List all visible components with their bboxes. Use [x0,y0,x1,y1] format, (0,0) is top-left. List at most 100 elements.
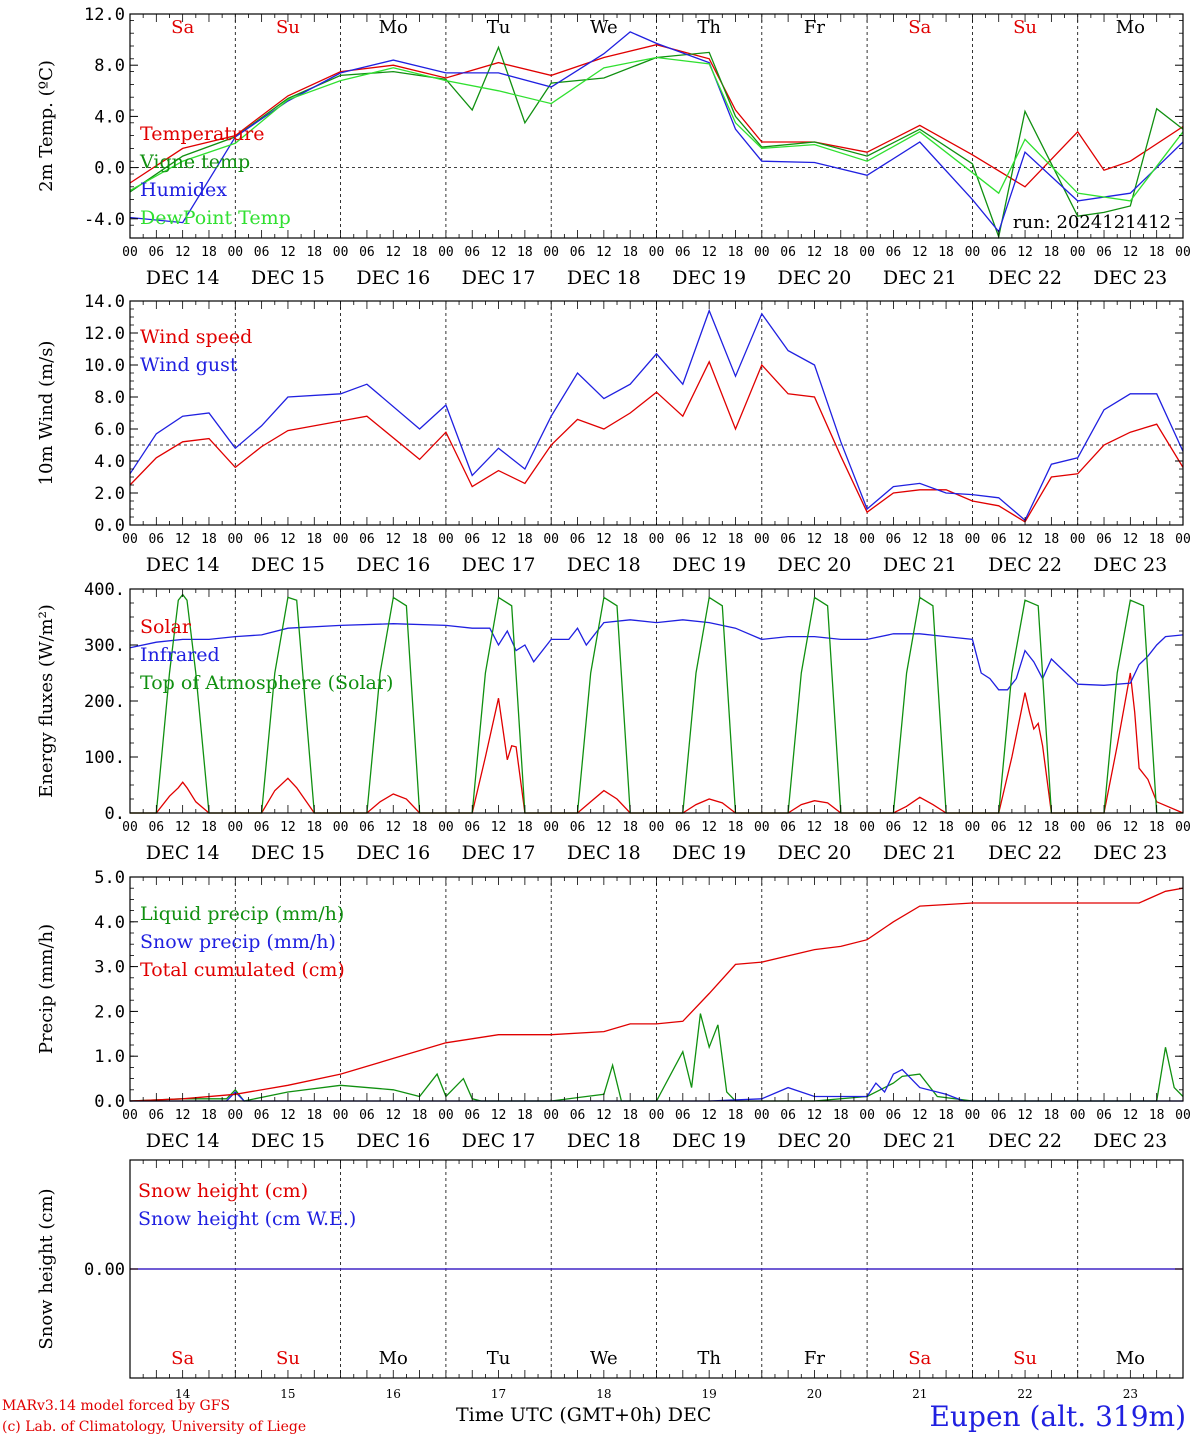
series-line-temperature-1 [129,45,1184,240]
x-date-label: DEC 20 [778,554,852,576]
x-hour-label: 12 [807,532,823,547]
day-number-label: 15 [280,1387,295,1401]
x-hour-label: 18 [412,820,428,835]
weekday-label: Th [697,17,721,38]
x-hour-label: 06 [254,532,270,547]
x-hour-label: 06 [780,1108,796,1123]
x-hour-label: 18 [938,245,954,260]
x-hour-label: 18 [517,532,533,547]
y-axis-label: Energy fluxes (W/m²) [36,604,57,798]
x-hour-label: 12 [175,532,191,547]
x-axis-title: Time UTC (GMT+0h) DEC [456,1404,712,1426]
x-hour-label: 06 [148,820,164,835]
legend-entry: Vigne temp [139,151,250,173]
y-axis-label: 2m Temp. (ºC) [36,60,57,192]
x-hour-label: 18 [833,820,849,835]
x-date-label: DEC 19 [672,1130,746,1152]
x-hour-label: 06 [148,245,164,260]
x-hour-label: 12 [596,1108,612,1123]
x-hour-label: 18 [833,532,849,547]
x-date-label: DEC 20 [778,1130,852,1152]
x-hour-label: 06 [148,532,164,547]
x-date-label: DEC 20 [778,267,852,289]
day-number-label: 16 [386,1387,401,1401]
x-hour-label: 18 [833,1108,849,1123]
x-hour-label: 00 [859,245,875,260]
y-tick-label: 0.0 [94,516,125,536]
y-tick-label: 4.0 [94,452,125,472]
x-hour-label: 06 [1096,245,1112,260]
x-hour-label: 06 [886,245,902,260]
day-number-label: 18 [596,1387,611,1401]
x-hour-label: 12 [385,820,401,835]
y-tick-label: 12.0 [84,5,125,25]
x-hour-label: 12 [596,245,612,260]
x-hour-label: 00 [859,1108,875,1123]
x-hour-label: 12 [385,245,401,260]
x-date-label: DEC 21 [883,267,957,289]
x-hour-label: 12 [385,1108,401,1123]
x-hour-label: 18 [1044,1108,1060,1123]
x-hour-label: 12 [491,532,507,547]
x-hour-label: 06 [254,1108,270,1123]
x-hour-label: 18 [201,820,217,835]
x-hour-label: 00 [438,1108,454,1123]
x-hour-label: 12 [491,245,507,260]
x-date-label: DEC 15 [251,1130,325,1152]
x-hour-label: 18 [938,532,954,547]
x-hour-label: 06 [148,1108,164,1123]
x-hour-label: 00 [754,532,770,547]
y-tick-label: 0. [105,804,125,824]
x-date-label: DEC 16 [356,842,430,864]
weekday-label: We [590,17,618,38]
x-hour-label: 18 [412,532,428,547]
x-date-label: DEC 21 [883,554,957,576]
x-hour-label: 18 [1149,820,1165,835]
x-hour-label: 06 [570,820,586,835]
y-tick-label: 14.0 [84,292,125,312]
x-hour-label: 06 [780,532,796,547]
x-hour-label: 12 [280,820,296,835]
x-date-label: DEC 19 [672,842,746,864]
legend-entry: Wind gust [140,354,238,376]
x-hour-label: 12 [1017,1108,1033,1123]
x-hour-label: 18 [306,245,322,260]
legend-entry: Wind speed [140,326,252,348]
x-hour-label: 18 [728,1108,744,1123]
x-hour-label: 06 [886,1108,902,1123]
y-tick-label: 8.0 [94,388,125,408]
x-date-label: DEC 19 [672,554,746,576]
x-hour-label: 06 [464,532,480,547]
x-hour-label: 06 [1096,532,1112,547]
y-axis-label: 10m Wind (m/s) [36,341,57,486]
weekday-label: Su [276,17,300,38]
x-hour-label: 00 [543,1108,559,1123]
x-hour-label: 06 [254,820,270,835]
x-hour-label: 00 [1175,820,1191,835]
x-hour-label: 00 [965,532,981,547]
x-hour-label: 12 [596,820,612,835]
x-hour-label: 00 [227,532,243,547]
x-hour-label: 12 [1123,532,1139,547]
y-tick-label: 6.0 [94,420,125,440]
legend-entry: Top of Atmosphere (Solar) [140,672,393,694]
x-hour-label: 00 [543,532,559,547]
x-hour-label: 18 [728,820,744,835]
y-axis-label: Snow height (cm) [36,1188,57,1349]
x-hour-label: 18 [306,1108,322,1123]
x-date-label: DEC 18 [567,267,641,289]
x-hour-label: 18 [201,532,217,547]
weekday-label: Sa [908,1348,931,1369]
x-hour-label: 18 [517,1108,533,1123]
x-hour-label: 00 [333,1108,349,1123]
x-hour-label: 18 [306,532,322,547]
x-hour-label: 12 [1017,532,1033,547]
x-hour-label: 12 [491,820,507,835]
x-hour-label: 06 [570,532,586,547]
x-hour-label: 12 [280,245,296,260]
x-hour-label: 06 [570,1108,586,1123]
x-date-label: DEC 15 [251,554,325,576]
x-hour-label: 00 [1070,820,1086,835]
x-hour-label: 18 [1044,532,1060,547]
